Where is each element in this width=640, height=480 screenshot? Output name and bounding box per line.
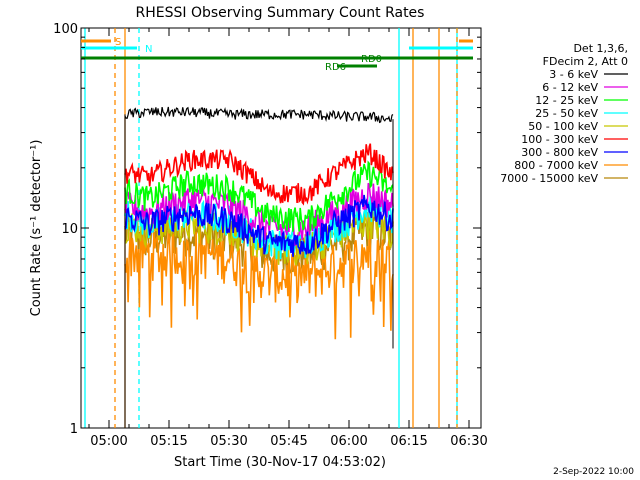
legend-label: 6 - 12 keV: [542, 81, 598, 94]
legend-header: FDecim 2, Att 0: [543, 55, 628, 68]
x-tick-label: 05:30: [210, 434, 247, 449]
series-line-300-800keV: [124, 194, 394, 257]
x-tick-label: 06:00: [330, 434, 367, 449]
annotation-label-N: N: [145, 44, 152, 55]
y-axis-label: Count Rate (s⁻¹ detector⁻¹): [29, 140, 44, 317]
y-axis: 1 10 100: [53, 22, 481, 437]
date-stamp: 2-Sep-2022 10:00: [553, 467, 634, 477]
legend-header: Det 1,3,6,: [573, 42, 628, 55]
y-tick-label: 100: [53, 22, 78, 37]
annotation-label-RD0: RD0: [361, 54, 382, 65]
y-tick-label: 10: [61, 222, 78, 237]
legend-label: 100 - 300 keV: [521, 133, 598, 146]
y-tick-label: 1: [70, 422, 78, 437]
chart-title: RHESSI Observing Summary Count Rates: [136, 5, 425, 21]
x-tick-label: 06:15: [390, 434, 427, 449]
plot-area: S N RD0 RD6: [80, 27, 482, 429]
legend-label: 50 - 100 keV: [528, 120, 598, 133]
legend-label: 25 - 50 keV: [535, 107, 598, 120]
annotation-label-S: S: [115, 37, 121, 48]
legend-label: 300 - 800 keV: [521, 146, 598, 159]
legend-label: 7000 - 15000 keV: [500, 172, 598, 185]
x-tick-label: 05:45: [270, 434, 307, 449]
x-axis-label: Start Time (30-Nov-17 04:53:02): [174, 455, 386, 470]
annotation-label-RD6: RD6: [325, 62, 346, 73]
x-tick-label: 06:30: [450, 434, 487, 449]
series-line-12-25keV: [124, 160, 394, 232]
x-tick-label: 05:00: [90, 434, 127, 449]
legend-label: 800 - 7000 keV: [514, 159, 598, 172]
legend-label: 12 - 25 keV: [535, 94, 598, 107]
legend-label: 3 - 6 keV: [549, 68, 598, 81]
series-line-800-7000keV: [124, 230, 394, 340]
x-axis: 05:00 05:15 05:30 05:45 06:00 06:15 06:30: [88, 28, 488, 449]
x-tick-label: 05:15: [150, 434, 187, 449]
series-line-3-6keV: [124, 106, 394, 124]
series-line-100-300keV: [124, 143, 394, 206]
